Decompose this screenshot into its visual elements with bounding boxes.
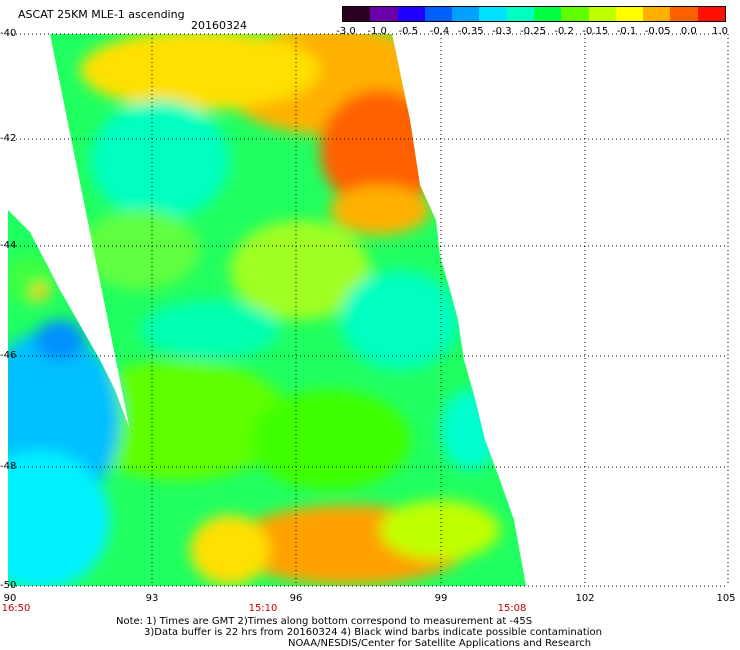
colorbar-segment [424,7,453,21]
colorbar-tick-label: 0.0 [680,26,697,37]
colorbar-tick-label: -0.25 [520,26,546,37]
lon-label-102: 102 [575,593,595,604]
lat-label-46: -46 [0,350,17,361]
lon-label-99: 99 [434,593,448,604]
colorbar-tick-label: -0.3 [492,26,512,37]
swath-field [8,34,526,586]
colorbar-segment [343,7,371,21]
time-label-1650: 16:50 [1,603,31,614]
lon-label-90: 90 [3,593,17,604]
colorbar-tick-label: -0.15 [582,26,609,37]
colorbar-tick-label: -0.4 [429,26,450,37]
map-date: 20160324 [191,19,247,32]
colorbar-segment [397,7,425,21]
lon-label-93: 93 [145,593,159,604]
colorbar-tick-label: -0.35 [457,26,484,37]
colorbar-segment [479,7,507,21]
colorbar-tick-label: -1.0 [367,26,387,37]
lon-label-96: 96 [289,593,303,604]
graticule [8,33,729,587]
colorbar-segment [670,7,698,21]
colorbar [342,6,726,22]
colorbar-tick-label: -0.5 [398,26,419,37]
map-title: ASCAT 25KM MLE-1 ascending [18,8,185,21]
time-label-1508: 15:08 [497,603,527,614]
colorbar-tick-label: -0.2 [554,26,574,37]
lat-label-48: -48 [0,461,17,472]
colorbar-segment [506,7,534,21]
lat-label-40: -40 [0,28,17,39]
colorbar-segment [588,7,616,21]
colorbar-tick-label: 1.0 [712,26,728,37]
colorbar-segment [533,7,562,21]
time-label-1510: 15:10 [248,603,278,614]
colorbar-tick-label: -0.05 [644,26,671,37]
colorbar-tick-label: -0.1 [616,26,637,37]
note-line-1: Note: 1) Times are GMT 2)Times along bot… [116,616,533,627]
note-line-2: 3)Data buffer is 22 hrs from 20160324 4)… [144,627,602,638]
lon-label-105: 105 [716,593,736,604]
colorbar-segment [561,7,589,21]
lat-label-42: -42 [0,133,17,144]
note-line-3: NOAA/NESDIS/Center for Satellite Applica… [288,638,592,649]
colorbar-segment [370,7,398,21]
colorbar-segment [615,7,644,21]
lat-label-50: -50 [0,580,17,591]
colorbar-segment [697,7,725,21]
colorbar-segment [643,7,671,21]
colorbar-tick-label: -3.0 [336,26,356,37]
colorbar-segment [452,7,480,21]
lat-label-44: -44 [0,240,17,251]
